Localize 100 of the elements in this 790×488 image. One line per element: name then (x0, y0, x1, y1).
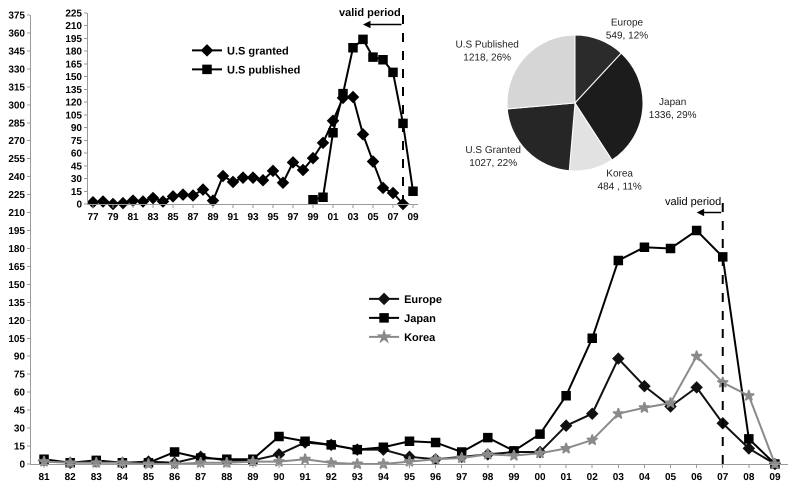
y-tick-label: 195 (65, 34, 82, 45)
y-tick-label: 210 (65, 21, 82, 32)
y-tick-label: 30 (70, 174, 82, 186)
y-tick-label: 0 (76, 200, 82, 210)
data-label: 549, 12% (606, 30, 648, 42)
x-tick-label: 91 (227, 212, 239, 223)
y-tick-label: 0 (19, 460, 26, 470)
x-tick-label: 95 (404, 472, 416, 483)
y-tick-label: 180 (8, 244, 26, 255)
y-tick-label: 240 (8, 172, 26, 184)
x-tick-label: 87 (195, 472, 207, 483)
x-tick-label: 05 (367, 212, 379, 223)
x-tick-label: 85 (142, 472, 154, 483)
y-tick-label: 195 (8, 226, 26, 238)
y-tick-label: 45 (70, 161, 82, 172)
x-tick-label: 09 (407, 212, 419, 223)
y-tick-label: 255 (8, 154, 26, 166)
x-tick-label: 93 (352, 472, 364, 483)
x-tick-label: 03 (347, 212, 359, 223)
slice-label: U.S Granted (465, 145, 521, 156)
y-tick-label: 315 (8, 82, 26, 94)
x-tick-label: 96 (430, 472, 442, 483)
x-tick-label: 97 (456, 472, 468, 483)
x-tick-label: 94 (378, 472, 390, 483)
ref-line-label: valid period (665, 196, 722, 208)
data-label: 1027, 22% (469, 158, 518, 170)
x-tick-label: 81 (127, 212, 139, 223)
legend-label: Japan (404, 313, 436, 326)
y-tick-label: 360 (8, 28, 26, 40)
y-tick-label: 90 (70, 123, 82, 134)
legend-label: U.S granted (227, 46, 289, 58)
y-tick-label: 225 (65, 8, 82, 20)
y-tick-label: 120 (8, 316, 26, 327)
x-tick-label: 01 (327, 212, 339, 223)
data-label: 484 , 11% (598, 181, 642, 192)
x-tick-label: 98 (482, 472, 494, 483)
slice-label: Japan (659, 96, 686, 108)
slice-label: U.S Published (455, 40, 519, 51)
y-tick-label: 180 (65, 46, 82, 58)
x-tick-label: 87 (187, 212, 199, 223)
y-tick-label: 120 (65, 98, 82, 109)
y-tick-label: 105 (8, 334, 26, 345)
legend-label: U.S published (227, 64, 300, 77)
y-tick-label: 45 (14, 406, 26, 417)
y-tick-label: 150 (8, 280, 26, 291)
legend-label: Europe (404, 294, 442, 306)
x-tick-label: 03 (612, 472, 624, 483)
y-tick-label: 225 (8, 190, 26, 202)
y-tick-label: 375 (8, 10, 26, 22)
x-tick-label: 93 (247, 212, 259, 223)
x-tick-label: 89 (207, 212, 219, 223)
y-tick-label: 15 (70, 186, 82, 198)
x-tick-label: 01 (560, 472, 572, 483)
x-tick-label: 77 (87, 212, 99, 223)
ref-line-label: valid period (339, 7, 401, 19)
y-tick-label: 105 (65, 110, 82, 122)
x-tick-label: 07 (717, 472, 729, 483)
x-tick-label: 97 (287, 212, 299, 223)
y-tick-label: 15 (14, 442, 26, 453)
x-tick-label: 07 (387, 212, 399, 223)
y-tick-label: 345 (8, 46, 26, 58)
x-tick-label: 08 (743, 472, 755, 483)
x-tick-label: 99 (307, 212, 319, 223)
x-tick-label: 06 (691, 472, 703, 483)
x-tick-label: 95 (267, 212, 279, 223)
y-tick-label: 165 (8, 262, 26, 273)
y-tick-label: 75 (14, 370, 26, 381)
legend-label: Korea (404, 332, 436, 344)
y-tick-label: 135 (65, 84, 82, 96)
x-tick-label: 86 (169, 472, 181, 483)
x-tick-label: 84 (116, 472, 128, 483)
x-tick-label: 04 (638, 472, 650, 483)
data-label: 1218, 26% (463, 52, 512, 64)
y-tick-label: 60 (14, 388, 26, 399)
data-label: 1336, 29% (648, 110, 697, 121)
y-tick-label: 165 (65, 59, 82, 70)
y-tick-label: 285 (8, 118, 26, 130)
x-tick-label: 00 (534, 472, 546, 483)
x-tick-label: 79 (107, 212, 119, 223)
x-tick-label: 85 (167, 212, 179, 223)
x-tick-label: 90 (273, 472, 285, 483)
x-tick-label: 88 (221, 472, 233, 483)
x-tick-label: 99 (508, 472, 520, 483)
y-tick-label: 75 (70, 136, 82, 147)
x-tick-label: 81 (38, 472, 50, 483)
x-tick-label: 91 (300, 472, 312, 483)
slice-label: Europe (610, 17, 644, 28)
y-tick-label: 60 (70, 148, 82, 160)
y-tick-label: 270 (8, 136, 26, 148)
y-tick-label: 300 (8, 100, 26, 112)
x-tick-label: 83 (90, 472, 102, 483)
y-tick-label: 90 (14, 352, 26, 363)
y-tick-label: 135 (8, 298, 26, 309)
slice-label: Korea (606, 168, 634, 180)
y-tick-label: 210 (8, 208, 26, 220)
x-tick-label: 92 (326, 472, 338, 483)
x-tick-label: 89 (247, 472, 259, 483)
x-tick-label: 02 (586, 472, 598, 483)
y-tick-label: 30 (14, 424, 26, 435)
x-tick-label: 05 (664, 472, 677, 483)
